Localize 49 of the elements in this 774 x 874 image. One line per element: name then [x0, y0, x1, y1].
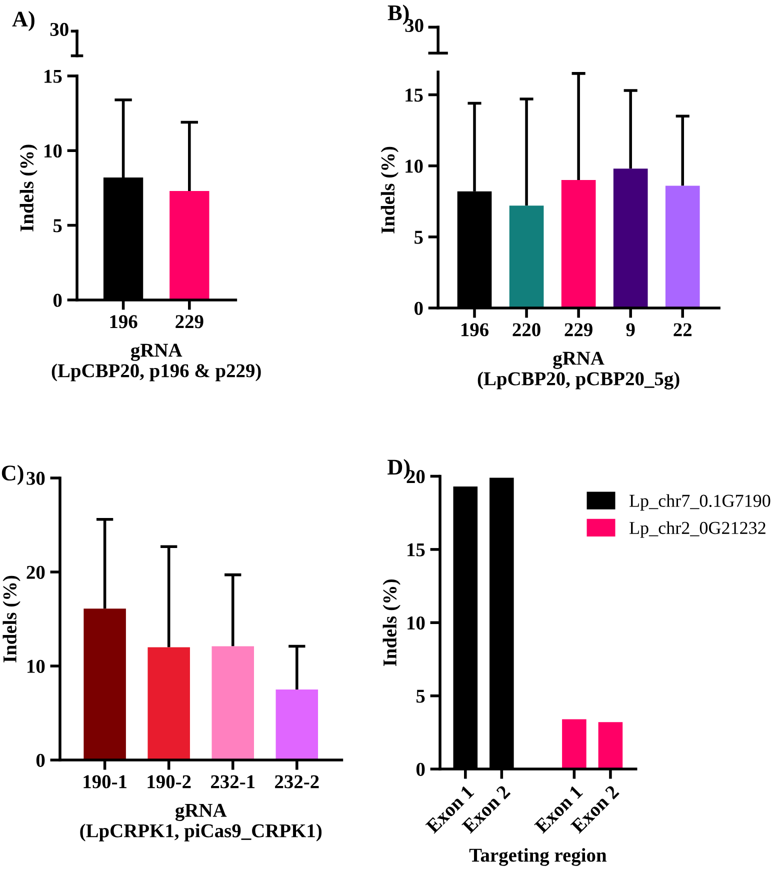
x-axis-title: Targeting region — [469, 848, 607, 866]
y-tick-label: 15 — [44, 70, 62, 83]
y-tick-label: 10 — [44, 144, 62, 158]
x-tick-label: 196 — [461, 323, 489, 336]
bar — [84, 608, 126, 760]
chart-title: C) — [2, 464, 24, 486]
legend-label: Lp_chr7_0.1G7190 — [630, 494, 770, 511]
x-axis-title: gRNA (LpCBP20, p196 & p229) — [52, 344, 261, 382]
bar — [148, 647, 190, 760]
x-tick-label: 229 — [564, 323, 592, 336]
y-tick-label: 10 — [408, 616, 425, 630]
bar — [598, 722, 623, 770]
x-axis-title: gRNA (LpCRPK1, piCas9_CRPK1) — [80, 804, 322, 842]
x-axis-title: gRNA (LpCBP20, pCBP20_5g) — [478, 352, 680, 390]
y-tick-label: 30 — [26, 472, 45, 485]
x-tick-label: 196 — [110, 315, 138, 328]
x-tick-label: 232-2 — [275, 775, 319, 788]
x-tick-label: 229 — [176, 315, 204, 328]
bar — [212, 646, 254, 760]
chart-title: A) — [12, 10, 34, 32]
y-tick-label: 15 — [408, 543, 425, 556]
y-tick-label: 5 — [53, 219, 62, 232]
bar — [562, 719, 586, 770]
x-tick-label: 190-2 — [148, 775, 191, 788]
bar — [665, 186, 700, 308]
y-axis-title: Indels (%) — [380, 146, 398, 234]
y-axis-title: Indels (%) — [2, 576, 20, 662]
y-tick-label: 10 — [28, 660, 45, 673]
y-tick-label: 5 — [414, 230, 423, 244]
x-tick-label: 9 — [626, 323, 635, 336]
y-tick-label: 0 — [414, 302, 423, 315]
bar — [613, 168, 648, 308]
x-tick-label: 232-1 — [211, 775, 255, 788]
x-tick-label: 220 — [512, 323, 540, 336]
y-tick-label: 15 — [406, 88, 423, 102]
y-tick-label: 20 — [26, 566, 45, 579]
bar — [509, 206, 544, 308]
y-tick-label: 0 — [53, 294, 62, 307]
y-axis-title: Indels (%) — [382, 579, 400, 666]
bar — [276, 690, 318, 760]
y-tick-label: 0 — [416, 762, 425, 776]
y-tick-label: 5 — [416, 690, 425, 703]
y-tick-label: 0 — [36, 754, 45, 767]
x-tick-label: 22 — [674, 323, 692, 336]
y-axis-title: Indels (%) — [20, 144, 38, 232]
bar — [561, 180, 596, 308]
x-tick-label: 190-1 — [84, 775, 126, 788]
legend-label: Lp_chr2_0G21232 — [630, 521, 766, 538]
y-tick-label: 10 — [406, 160, 423, 173]
